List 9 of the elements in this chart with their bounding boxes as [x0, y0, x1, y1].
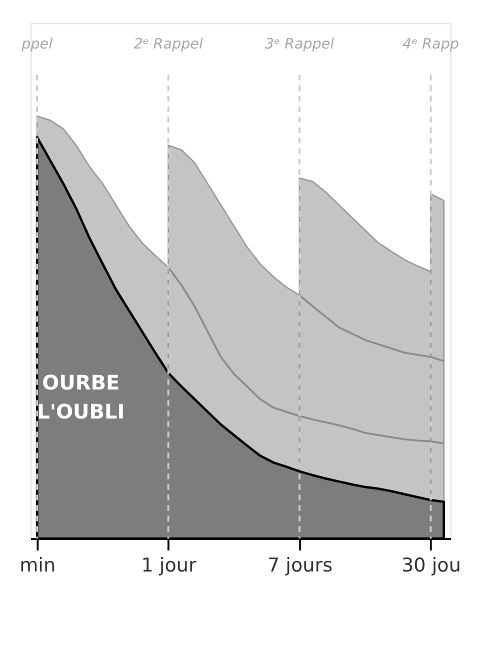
ref-line-label: 2ᵉ Rappel	[134, 36, 203, 53]
x-tick-label: 1 jour	[141, 554, 196, 576]
ref-line-label: 4ᵉ Rapp	[402, 36, 459, 53]
x-tick-label: 7 jours	[267, 554, 333, 576]
x-tick-label: min	[20, 554, 56, 576]
annotation: OURBE L'OUBLI	[37, 370, 125, 424]
x-tick-label: 30 jou	[402, 554, 461, 576]
ref-line-label: ppel	[20, 36, 53, 53]
ref-line-label: 3ᵉ Rappel	[264, 36, 334, 53]
